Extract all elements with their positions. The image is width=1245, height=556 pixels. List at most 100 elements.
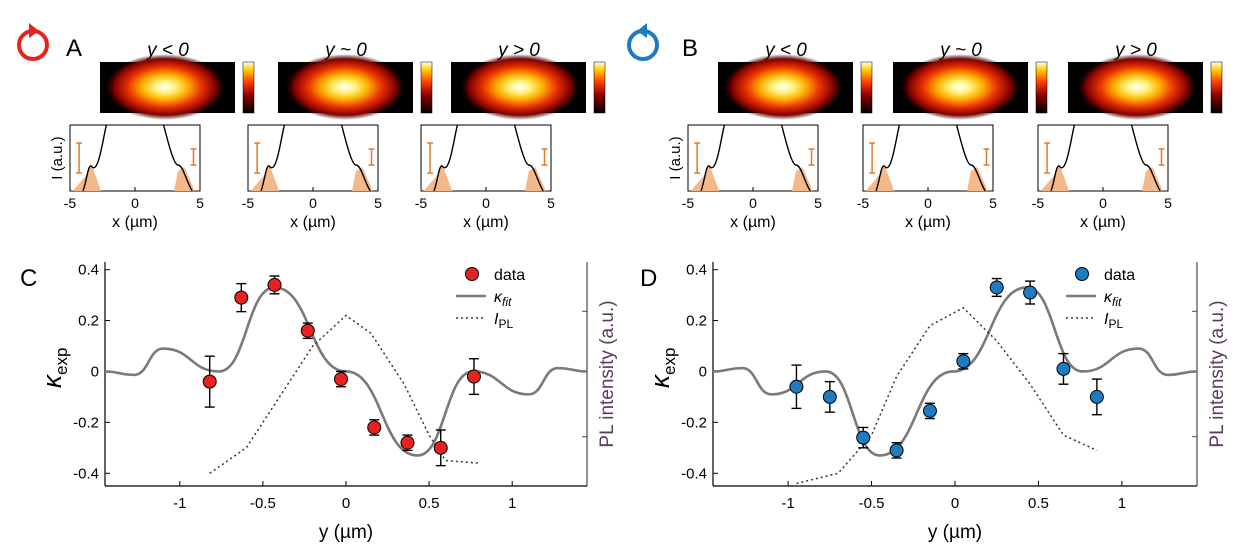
profile-xtick-label-a-2-1: 0	[309, 195, 317, 211]
chart-c-ytick-label-3: -0.2	[73, 414, 99, 431]
chart-d-xtick-label-3: 0.5	[1028, 495, 1049, 512]
profile-xtick-label-b-2-0: -5	[857, 195, 870, 211]
profile-ylabel-a-1: I (a.u.)	[49, 136, 66, 179]
chart-c-point-3	[300, 323, 315, 338]
profile-curve-left-a-3	[433, 124, 459, 192]
intensity-spot-a-2	[285, 54, 405, 120]
profile-curve-right-b-2	[955, 124, 986, 192]
profile-xtick-label-a-1-1: 0	[131, 195, 139, 211]
chart-d-point-5	[956, 354, 971, 369]
profile-xtick-label-b-1-2: 5	[814, 195, 822, 211]
spatial-maps: y < 0-5 0 5x (µm)I (a.u.)y ~ 0-5 0 5x (µm)y …	[49, 40, 1223, 231]
chart-d-point-9	[1089, 389, 1104, 404]
chart-c-legend-pl-label: IPL	[494, 311, 513, 331]
profile-xtick-label-b-2-1: 0	[924, 195, 932, 211]
profile-curve-left-a-1	[82, 124, 108, 192]
shaded-right-a-1	[174, 167, 195, 191]
chart-c-ytick-label-4: -0.4	[73, 465, 99, 482]
chart-d-fit-line	[712, 286, 1198, 457]
profile-curve-right-b-3	[1130, 124, 1161, 192]
chart-c-point-8	[466, 369, 481, 384]
shaded-right-a-3	[525, 167, 546, 191]
chart-c-ytick-label-0: 0.4	[78, 262, 99, 279]
chart-d-xtick-label-2: 0	[951, 495, 959, 512]
chart-d-legend-pl-label: IPL	[1104, 311, 1123, 331]
profile-xtick-label-a-1-2: 5	[196, 195, 204, 211]
chart-c-point-7	[433, 440, 448, 455]
profile-xlabel-a-1: x (µm)	[112, 214, 158, 231]
chart-d-point-1	[822, 389, 837, 404]
ccw-polarization-icon	[17, 23, 49, 61]
shaded-right-b-1	[792, 167, 813, 191]
profile-xtick-label-b-1-0: -5	[682, 195, 695, 211]
panel-label-c: C	[20, 265, 37, 292]
profile-xtick-label-b-3-0: -5	[1032, 195, 1045, 211]
profile-xlabel-b-1: x (µm)	[730, 214, 776, 231]
profile-curve-left-b-1	[700, 124, 726, 192]
intensity-spot-a-3	[460, 54, 580, 120]
chart-d-xlabel: y (µm)	[928, 522, 982, 543]
chart-c-ytick-label-2: 0	[91, 363, 99, 380]
profile-xtick-label-a-3-0: -5	[415, 195, 428, 211]
chart-d-point-0	[789, 379, 804, 394]
chart-d-legend-data-marker	[1075, 267, 1089, 281]
profile-curve-right-b-1	[780, 124, 811, 192]
profile-xtick-label-a-2-2: 5	[374, 195, 382, 211]
profile-xtick-label-a-3-2: 5	[547, 195, 555, 211]
profile-xtick-label-b-3-1: 0	[1099, 195, 1107, 211]
profile-xtick-label-b-2-2: 5	[989, 195, 997, 211]
chart-c-ytick-label-1: 0.2	[78, 313, 99, 330]
chart-c-point-5	[367, 420, 382, 435]
chart-d-point-8	[1056, 361, 1071, 376]
chart-d-ytick-label-4: -0.4	[681, 465, 707, 482]
chart-c-legend-data-marker	[465, 267, 479, 281]
chart-c-pl-line	[209, 314, 480, 474]
profile-xlabel-a-3: x (µm)	[463, 214, 509, 231]
shaded-right-b-2	[967, 167, 988, 191]
chart-c-xtick-label-4: 1	[508, 495, 516, 512]
colorbar-b-1	[860, 61, 873, 114]
chart-c-xtick-label-3: 0.5	[419, 495, 440, 512]
chart-d-legend-fit-label: κfit	[1104, 289, 1122, 309]
chart-d-ytick-label-3: -0.2	[681, 414, 707, 431]
chart-c-point-4	[334, 372, 349, 387]
chart-c-right-label: PL intensity (a.u.)	[597, 300, 618, 447]
chart-d-xtick-label-4: 1	[1118, 495, 1126, 512]
intensity-spot-b-1	[723, 54, 843, 120]
chart-c-ylabel: κexp	[37, 348, 71, 388]
chart-c-point-0	[202, 374, 217, 389]
shaded-right-b-3	[1142, 167, 1163, 191]
profile-xtick-label-a-3-1: 0	[482, 195, 490, 211]
chart-d-point-4	[922, 403, 937, 418]
chart-c-xtick-label-0: -1	[173, 495, 186, 512]
panel-label-a: A	[66, 35, 82, 62]
colorbar-b-3	[1210, 61, 1223, 114]
chart-d-ylabel: κexp	[645, 348, 679, 388]
chart-c-xlabel: y (µm)	[319, 522, 373, 543]
cw-polarization-icon	[627, 23, 659, 61]
panel-label-b: B	[682, 35, 698, 62]
chart-d: 0.4 0.2 0 -0.2 -0.4 -1 -0.5 0 0.5 1 y (µm) κexp PL i…	[645, 262, 1228, 543]
profile-xtick-label-b-3-2: 5	[1164, 195, 1172, 211]
profile-curve-left-a-2	[260, 124, 286, 192]
profile-ylabel-b-1: I (a.u.)	[667, 136, 684, 179]
profile-xlabel-b-3: x (µm)	[1080, 214, 1126, 231]
intensity-spot-b-2	[900, 54, 1020, 120]
chart-d-xtick-label-0: -1	[781, 495, 794, 512]
chart-c-legend-data-label: data	[494, 267, 525, 284]
intensity-spot-a-1	[105, 54, 225, 120]
colorbar-a-2	[420, 61, 433, 114]
shaded-right-a-2	[352, 167, 373, 191]
profile-curve-right-a-1	[162, 124, 193, 192]
profile-curve-left-b-2	[875, 124, 901, 192]
profile-xlabel-a-2: x (µm)	[290, 214, 336, 231]
chart-c-legend-fit-label: κfit	[494, 289, 512, 309]
intensity-spot-b-3	[1077, 54, 1197, 120]
profile-curve-right-a-2	[340, 124, 371, 192]
chart-d-pl-line	[796, 306, 1098, 485]
chart-c-point-1	[234, 290, 249, 305]
chart-c-point-6	[400, 435, 415, 450]
profile-xtick-label-b-1-1: 0	[749, 195, 757, 211]
chart-d-point-7	[1023, 285, 1038, 300]
chart-c-xtick-label-1: -0.5	[250, 495, 276, 512]
